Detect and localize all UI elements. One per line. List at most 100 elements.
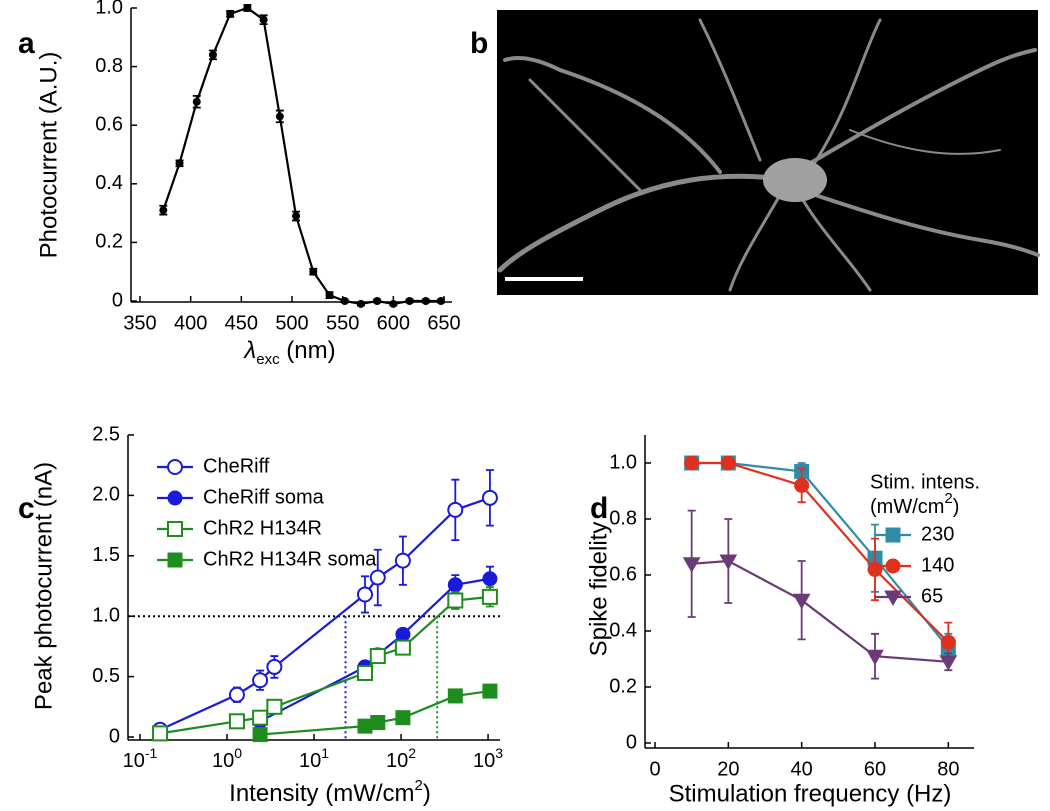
marker	[292, 212, 301, 221]
marker	[482, 683, 498, 699]
marker	[394, 639, 411, 656]
marker	[481, 588, 498, 605]
x-tick-exponent: 3	[495, 745, 503, 761]
marker	[447, 688, 463, 704]
legend-label: CheRiff soma	[203, 486, 325, 508]
y-tick-label: 0.8	[95, 55, 123, 77]
x-tick-label: 103	[473, 745, 503, 773]
marker	[340, 297, 349, 305]
marker	[243, 4, 252, 12]
marker	[356, 664, 373, 681]
legend-marker	[167, 459, 183, 475]
marker	[866, 649, 884, 666]
panel-label: b	[470, 27, 488, 60]
soma	[763, 158, 827, 202]
x-tick-label: 100	[212, 745, 242, 773]
marker	[252, 727, 268, 743]
y-tick-label: 0.6	[95, 113, 123, 135]
legend-unit-main: (mW/cm	[870, 496, 944, 518]
legend-label: ChR2 H134R	[203, 517, 322, 539]
marker	[259, 15, 268, 24]
marker	[389, 299, 398, 308]
x-axis-title-main: λ	[242, 337, 256, 364]
x-tick-label: 40	[791, 758, 813, 780]
legend-marker	[885, 527, 901, 543]
y-tick-label: 1.5	[92, 544, 120, 566]
marker	[373, 297, 382, 305]
x-tick-exponent: -1	[145, 745, 158, 761]
x-tick-exponent: 0	[234, 745, 242, 761]
x-tick-label: 102	[386, 745, 416, 773]
x-axis-title: λexc (nm)	[242, 337, 335, 368]
marker	[152, 725, 169, 742]
marker	[867, 561, 883, 577]
x-tick-label: 101	[299, 745, 329, 773]
x-tick-label: 350	[123, 312, 156, 334]
x-tick-label: 60	[864, 758, 886, 780]
legend-label: 230	[921, 523, 954, 545]
x-tick-label: 600	[377, 312, 410, 334]
legend-unit-sup: 2	[944, 490, 952, 507]
panel-label: d	[590, 492, 608, 525]
marker	[228, 713, 245, 730]
marker	[447, 577, 463, 593]
y-tick-label: 2.0	[92, 484, 120, 506]
series-line	[162, 6, 441, 306]
marker	[792, 593, 811, 610]
x-axis-title-main: Intensity (mW/cm	[229, 780, 414, 807]
x-tick-label: 550	[326, 312, 359, 334]
y-tick-label: 1.0	[92, 604, 120, 626]
marker	[719, 554, 738, 571]
image-background	[497, 10, 1038, 295]
y-axis-title: Peak photocurrent (nA)	[30, 462, 57, 710]
marker	[481, 489, 498, 506]
legend-unit-end: )	[953, 496, 960, 518]
legend-marker	[167, 521, 183, 537]
legend-title: Stim. intens.	[870, 471, 980, 493]
legend-marker	[167, 552, 183, 568]
y-tick-label: 2.5	[92, 423, 120, 445]
marker	[357, 718, 373, 734]
marker	[421, 297, 430, 305]
marker	[369, 569, 386, 586]
x-tick-label: 500	[275, 312, 308, 334]
x-axis-title-sub: exc	[256, 351, 280, 368]
y-tick-label: 0.4	[609, 619, 637, 641]
marker	[370, 715, 386, 731]
x-axis-title-sup: 2	[415, 777, 423, 794]
x-tick-label: 10-1	[123, 745, 158, 773]
marker	[395, 710, 411, 726]
marker	[482, 571, 498, 587]
legend-marker	[885, 558, 901, 574]
y-tick-label: 0.6	[609, 563, 637, 585]
marker	[309, 267, 318, 276]
x-tick-exponent: 1	[321, 745, 329, 761]
marker	[356, 586, 373, 603]
x-axis-title: Stimulation frequency (Hz)	[669, 780, 952, 807]
x-tick-label: 650	[427, 312, 460, 334]
legend-label: ChR2 H134R soma	[203, 548, 377, 570]
legend-marker	[167, 490, 183, 506]
x-axis-title-end: (nm)	[280, 337, 336, 364]
marker	[447, 592, 464, 609]
x-tick-base: 10	[473, 750, 495, 772]
legend-marker	[884, 590, 902, 607]
legend-unit: (mW/cm2)	[870, 490, 959, 518]
marker	[252, 709, 269, 726]
series-line	[691, 559, 949, 663]
x-tick-base: 10	[123, 750, 145, 772]
y-tick-label: 1.0	[95, 0, 123, 18]
y-tick-label: 0	[626, 731, 637, 753]
legend-label: 140	[921, 554, 954, 576]
marker	[175, 159, 184, 168]
x-tick-base: 10	[386, 750, 408, 772]
marker	[159, 206, 168, 215]
panel-label: a	[18, 27, 35, 60]
marker	[447, 501, 464, 518]
marker	[252, 672, 269, 689]
marker	[192, 97, 201, 106]
marker	[684, 455, 700, 471]
neuron	[497, 18, 1040, 292]
y-tick-label: 0.5	[92, 665, 120, 687]
